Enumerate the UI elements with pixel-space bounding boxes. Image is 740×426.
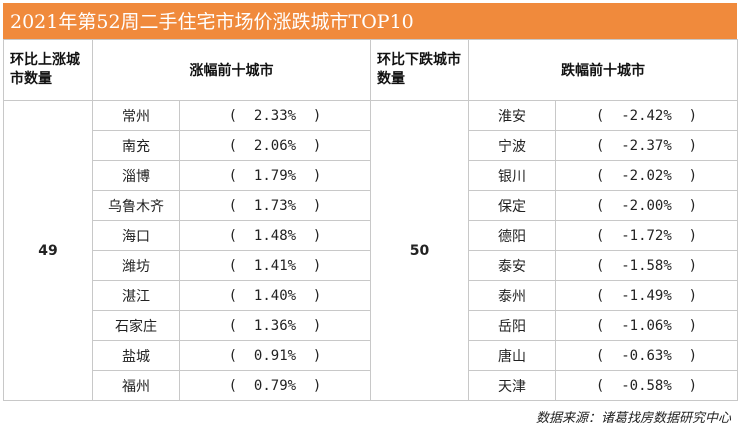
down-change-value: ( -2.00% )	[555, 190, 738, 221]
down-city-name: 泰州	[468, 280, 556, 311]
up-city-name: 淄博	[92, 160, 180, 191]
up-city-name: 南充	[92, 130, 180, 161]
down-city-name: 唐山	[468, 340, 556, 371]
ranking-table: 环比上涨城市数量 涨幅前十城市 环比下跌城市数量 跌幅前十城市 49 常州( 2.…	[3, 39, 738, 401]
ranking-table-container: 2021年第52周二手住宅市场价涨跌城市TOP10 环比上涨城市数量 涨幅前十城…	[3, 3, 738, 426]
up-change-value: ( 1.48% )	[179, 220, 371, 251]
down-city-name: 宁波	[468, 130, 556, 161]
up-change-value: ( 1.36% )	[179, 310, 371, 341]
up-city-name: 潍坊	[92, 250, 180, 281]
up-city-name: 福州	[92, 370, 180, 401]
down-change-value: ( -1.49% )	[555, 280, 738, 311]
up-change-value: ( 1.79% )	[179, 160, 371, 191]
down-change-value: ( -2.02% )	[555, 160, 738, 191]
up-change-value: ( 1.41% )	[179, 250, 371, 281]
table-row: 49 常州( 2.33% ) 50 淮安( -2.42% )	[3, 100, 738, 401]
up-city-name: 乌鲁木齐	[92, 190, 180, 221]
up-city-name: 石家庄	[92, 310, 180, 341]
up-change-value: ( 0.91% )	[179, 340, 371, 371]
down-city-name: 泰安	[468, 250, 556, 281]
down-city-name: 天津	[468, 370, 556, 401]
down-city-name: 淮安	[468, 100, 556, 131]
up-change-value: ( 1.40% )	[179, 280, 371, 311]
up-city-name: 盐城	[92, 340, 180, 371]
table-row: 湛江( 1.40% ) 泰州( -1.49% )	[4, 280, 738, 311]
up-count-value: 49	[3, 100, 93, 401]
up-change-value: ( 0.79% )	[179, 370, 371, 401]
down-change-value: ( -2.42% )	[555, 100, 738, 131]
down-change-value: ( -0.63% )	[555, 340, 738, 371]
down-change-value: ( -1.72% )	[555, 220, 738, 251]
header-down-count: 环比下跌城市数量	[370, 39, 469, 101]
table-row: 福州( 0.79% ) 天津( -0.58% )	[4, 370, 738, 401]
down-city-name: 德阳	[468, 220, 556, 251]
down-change-value: ( -2.37% )	[555, 130, 738, 161]
table-row: 石家庄( 1.36% ) 岳阳( -1.06% )	[4, 310, 738, 341]
up-change-value: ( 1.73% )	[179, 190, 371, 221]
data-source-note: 数据来源：诸葛找房数据研究中心	[535, 411, 731, 426]
down-city-name: 银川	[468, 160, 556, 191]
up-change-value: ( 2.06% )	[179, 130, 371, 161]
table-row: 海口( 1.48% ) 德阳( -1.72% )	[4, 220, 738, 251]
down-count-value: 50	[370, 100, 469, 401]
down-change-value: ( -1.06% )	[555, 310, 738, 341]
down-city-name: 岳阳	[468, 310, 556, 341]
up-city-name: 海口	[92, 220, 180, 251]
table-title: 2021年第52周二手住宅市场价涨跌城市TOP10	[3, 3, 737, 39]
table-row: 南充( 2.06% ) 宁波( -2.37% )	[4, 130, 738, 161]
down-city-name: 保定	[468, 190, 556, 221]
header-down-top: 跌幅前十城市	[468, 39, 738, 101]
up-city-name: 湛江	[92, 280, 180, 311]
header-up-top: 涨幅前十城市	[92, 39, 371, 101]
table-row: 潍坊( 1.41% ) 泰安( -1.58% )	[4, 250, 738, 281]
header-up-count: 环比上涨城市数量	[3, 39, 93, 101]
table-row: 盐城( 0.91% ) 唐山( -0.63% )	[4, 340, 738, 371]
up-city-name: 常州	[92, 100, 180, 131]
header-row: 环比上涨城市数量 涨幅前十城市 环比下跌城市数量 跌幅前十城市	[3, 39, 738, 101]
up-change-value: ( 2.33% )	[179, 100, 371, 131]
down-change-value: ( -1.58% )	[555, 250, 738, 281]
down-change-value: ( -0.58% )	[555, 370, 738, 401]
